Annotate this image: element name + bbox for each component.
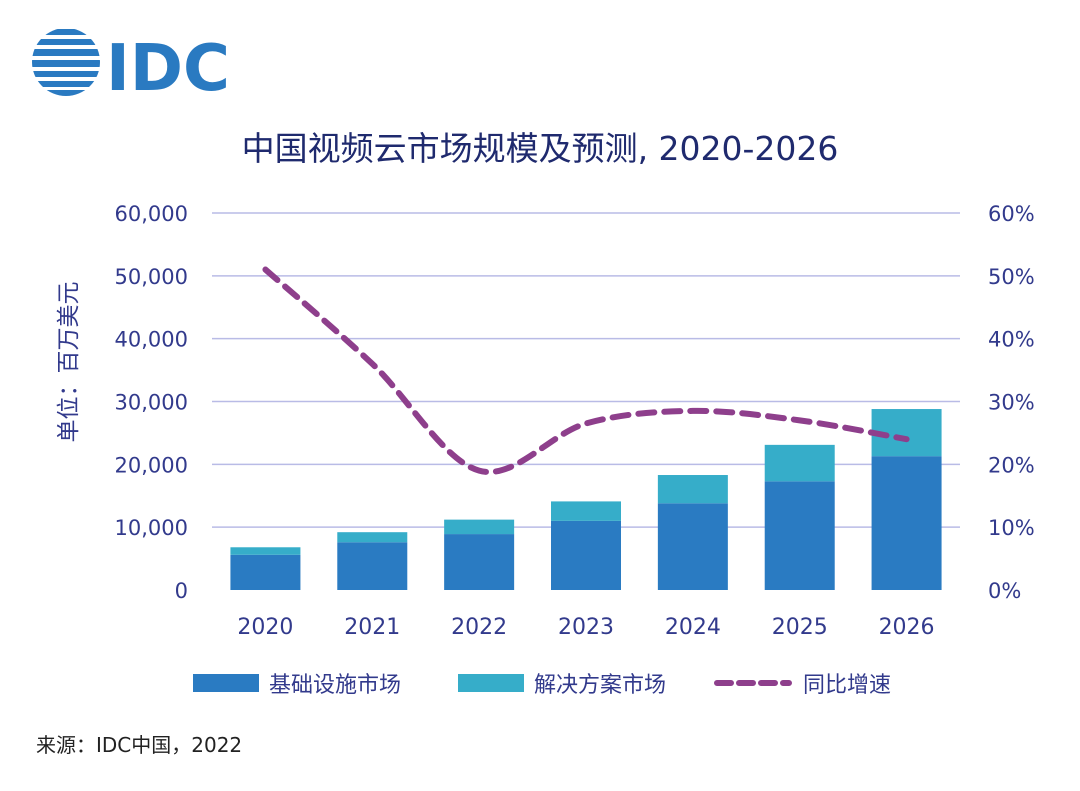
- y-tick-label: 20,000: [115, 453, 188, 477]
- bar-infrastructure: [337, 542, 408, 590]
- x-axis-ticks: 2020 2021 2022 2023 2024 2025 2026: [237, 615, 934, 640]
- legend-solution: 解决方案市场: [458, 673, 666, 698]
- bar-infrastructure: [871, 456, 942, 590]
- y2-tick-label: 60%: [988, 202, 1035, 226]
- bar-infrastructure: [764, 481, 835, 590]
- x-tick-label: 2020: [237, 615, 293, 640]
- y2-tick-label: 0%: [988, 579, 1021, 603]
- y2-tick-label: 10%: [988, 516, 1035, 540]
- growth-line: [262, 266, 910, 475]
- idc-logo: IDC: [32, 29, 230, 106]
- legend-label: 基础设施市场: [269, 673, 401, 698]
- legend: 基础设施市场 解决方案市场 同比增速: [193, 673, 891, 698]
- bars: [230, 409, 942, 590]
- x-tick-label: 2025: [772, 615, 828, 640]
- x-tick-label: 2024: [665, 615, 721, 640]
- y-tick-label: 30,000: [115, 391, 188, 415]
- globe-icon: [32, 29, 100, 96]
- bar-solution: [337, 532, 408, 543]
- y2-tick-label: 30%: [988, 391, 1035, 415]
- legend-label: 同比增速: [803, 673, 891, 698]
- bar-infrastructure: [444, 534, 515, 590]
- bar-solution: [230, 547, 301, 555]
- bar-solution: [657, 475, 728, 504]
- x-tick-label: 2023: [558, 615, 614, 640]
- growth-line-path: [262, 266, 910, 475]
- x-tick-label: 2021: [344, 615, 400, 640]
- legend-infrastructure: 基础设施市场: [193, 673, 401, 698]
- bar-infrastructure: [657, 503, 728, 590]
- y-axis-label: 单位：百万美元: [56, 282, 82, 443]
- legend-growth: 同比增速: [714, 673, 891, 698]
- legend-label: 解决方案市场: [534, 673, 666, 698]
- y2-tick-label: 20%: [988, 453, 1035, 477]
- y2-tick-label: 50%: [988, 265, 1035, 289]
- bar-solution: [551, 501, 621, 521]
- source-note: 来源：IDC中国，2022: [36, 733, 242, 757]
- legend-swatch: [193, 674, 259, 692]
- gridlines: [212, 212, 960, 528]
- y-tick-label: 40,000: [115, 328, 188, 352]
- y-tick-label: 50,000: [115, 265, 188, 289]
- y-tick-label: 0: [175, 579, 188, 603]
- x-tick-label: 2022: [451, 615, 507, 640]
- legend-swatch: [458, 674, 524, 692]
- y-axis-ticks: 0 10,000 20,000 30,000 40,000 50,000 60,000: [115, 202, 188, 603]
- x-tick-label: 2026: [879, 615, 935, 640]
- y-tick-label: 10,000: [115, 516, 188, 540]
- y-tick-label: 60,000: [115, 202, 188, 226]
- bar-infrastructure: [230, 554, 301, 590]
- y2-axis-ticks: 0% 10% 20% 30% 40% 50% 60%: [988, 202, 1035, 603]
- bar-infrastructure: [551, 520, 621, 590]
- y2-tick-label: 40%: [988, 328, 1035, 352]
- chart-title: 中国视频云市场规模及预测, 2020-2026: [242, 129, 839, 168]
- bar-solution: [444, 519, 515, 535]
- logo-text: IDC: [106, 32, 230, 106]
- bar-solution: [764, 444, 835, 482]
